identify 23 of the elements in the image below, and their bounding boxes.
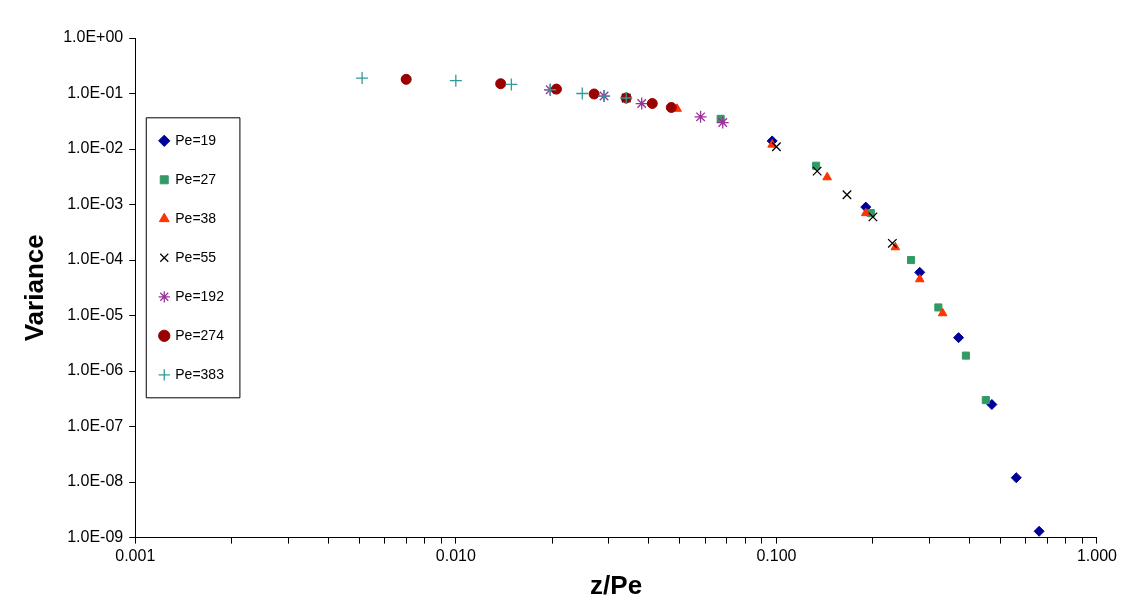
y-tick-label: 1.0E-01: [67, 83, 124, 101]
x-tick-label: 1.000: [1076, 546, 1118, 564]
legend-label: Pe=274: [175, 326, 225, 343]
y-tick-label: 1.0E-06: [67, 361, 124, 379]
y-tick-label: 1.0E-08: [67, 472, 124, 490]
x-tick-label: 0.010: [435, 546, 476, 564]
legend-label: Pe=38: [175, 209, 217, 226]
y-tick-label: 1.0E-04: [67, 250, 124, 268]
legend-label: Pe=55: [175, 248, 217, 265]
y-tick-label: 1.0E-09: [67, 528, 124, 546]
x-tick-label: 0.001: [115, 546, 156, 564]
y-tick-label: 1.0E-07: [67, 416, 124, 434]
y-tick-label: 1.0E-03: [67, 194, 124, 212]
legend-label: Pe=27: [175, 170, 217, 187]
x-axis-title: z/Pe: [590, 569, 643, 600]
legend-label: Pe=383: [175, 365, 225, 382]
y-tick-label: 1.0E+00: [63, 28, 124, 46]
legend-label: Pe=19: [175, 131, 217, 148]
legend-label: Pe=192: [175, 287, 225, 304]
y-tick-label: 1.0E-05: [67, 305, 124, 323]
y-axis-title: Variance: [18, 234, 49, 342]
y-tick-label: 1.0E-02: [67, 139, 124, 157]
x-tick-label: 0.100: [756, 546, 797, 564]
